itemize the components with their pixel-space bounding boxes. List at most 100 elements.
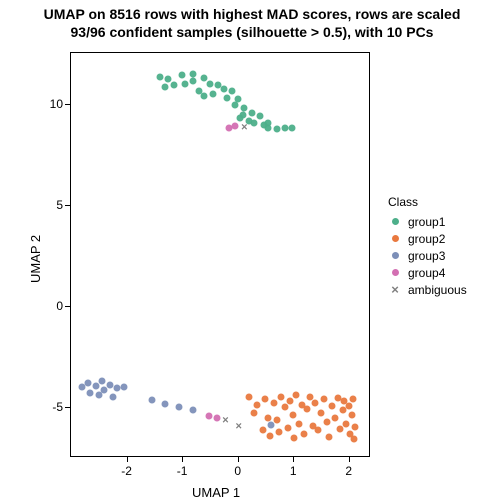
legend-item-ambiguous: × ambiguous [388,281,467,298]
data-point-group1 [209,90,216,97]
data-point-group2 [254,402,261,409]
data-point-group3 [109,394,116,401]
data-point-group1 [241,104,248,111]
legend-swatch-group1 [388,215,402,229]
legend-label: group3 [408,249,445,263]
data-point-group1 [256,112,263,119]
data-point-group3 [148,397,155,404]
x-tick-mark [182,456,183,462]
data-point-group3 [268,421,275,428]
legend-item-group4: group4 [388,264,467,281]
x-tick-label: 0 [234,464,241,478]
data-point-group3 [176,404,183,411]
data-point-group2 [293,392,300,399]
data-point-group2 [329,403,336,410]
data-point-group1 [223,94,230,101]
legend: Class group1group2group3group4×ambiguous [388,195,467,298]
data-point-group1 [190,71,197,78]
data-point-group1 [273,125,280,132]
data-point-group2 [326,433,333,440]
data-point-group2 [291,434,298,441]
data-point-group1 [190,78,197,85]
legend-item-group1: group1 [388,213,467,230]
x-tick-mark [293,456,294,462]
data-point-group1 [206,81,213,88]
data-point-group2 [281,404,288,411]
data-point-group1 [229,88,236,95]
umap-scatter-chart: UMAP on 8516 rows with highest MAD score… [0,0,504,504]
data-point-group1 [181,81,188,88]
data-point-group2 [270,400,277,407]
data-point-group2 [352,423,359,430]
legend-swatch-group4 [388,266,402,280]
data-point-group2 [331,414,338,421]
data-point-group2 [350,396,357,403]
data-point-group4 [231,122,238,129]
legend-title: Class [388,195,467,209]
data-point-group2 [323,418,330,425]
data-point-group2 [318,410,325,417]
chart-title-line2: 93/96 confident samples (silhouette > 0.… [0,24,504,40]
legend-label: ambiguous [408,283,467,297]
data-point-group1 [201,92,208,99]
data-point-group1 [288,125,295,132]
data-point-group3 [113,385,120,392]
y-tick-label: 5 [56,198,63,212]
data-point-group1 [162,84,169,91]
legend-swatch-group2 [388,232,402,246]
data-point-group1 [248,109,255,116]
data-point-group2 [290,412,297,419]
data-point-group2 [320,396,327,403]
data-point-ambiguous: × [241,122,247,133]
data-point-group1 [234,95,241,102]
data-point-group2 [266,432,273,439]
data-point-ambiguous: × [236,421,242,432]
x-tick-mark [127,456,128,462]
data-point-group2 [276,428,283,435]
y-tick-mark [65,407,71,408]
data-point-group3 [87,390,94,397]
data-point-group1 [179,72,186,79]
y-tick-label: -5 [52,400,63,414]
data-point-group2 [295,420,302,427]
y-tick-mark [65,205,71,206]
data-point-group4 [205,413,212,420]
data-point-group2 [287,398,294,405]
legend-swatch-ambiguous: × [388,283,402,297]
x-axis-label: UMAP 1 [192,485,240,500]
data-point-group2 [284,424,291,431]
data-point-group2 [262,396,269,403]
x-tick-label: -2 [121,464,132,478]
legend-label: group4 [408,266,445,280]
data-point-ambiguous: × [222,415,228,426]
data-point-group1 [231,101,238,108]
data-point-group2 [343,420,350,427]
data-point-group2 [345,403,352,410]
y-tick-label: 10 [50,97,63,111]
data-point-group1 [156,74,163,81]
data-point-group2 [312,400,319,407]
data-point-group1 [220,86,227,93]
data-point-group2 [251,410,258,417]
data-point-group2 [265,414,272,421]
x-tick-mark [349,456,350,462]
legend-item-group3: group3 [388,247,467,264]
y-tick-label: 0 [56,299,63,313]
data-point-group4 [213,414,220,421]
data-point-group3 [162,401,169,408]
y-tick-mark [65,306,71,307]
plot-area: -2-1012-50510××× [70,52,370,457]
data-point-group3 [98,378,105,385]
x-tick-label: 1 [290,464,297,478]
x-tick-label: -1 [177,464,188,478]
chart-title-line1: UMAP on 8516 rows with highest MAD score… [0,6,504,22]
y-axis-label: UMAP 2 [28,234,43,282]
y-tick-mark [65,104,71,105]
data-point-group3 [84,380,91,387]
data-point-group2 [351,435,358,442]
data-point-group1 [251,119,258,126]
x-tick-label: 2 [345,464,352,478]
data-point-group2 [245,394,252,401]
data-point-group2 [304,406,311,413]
data-point-group2 [315,426,322,433]
